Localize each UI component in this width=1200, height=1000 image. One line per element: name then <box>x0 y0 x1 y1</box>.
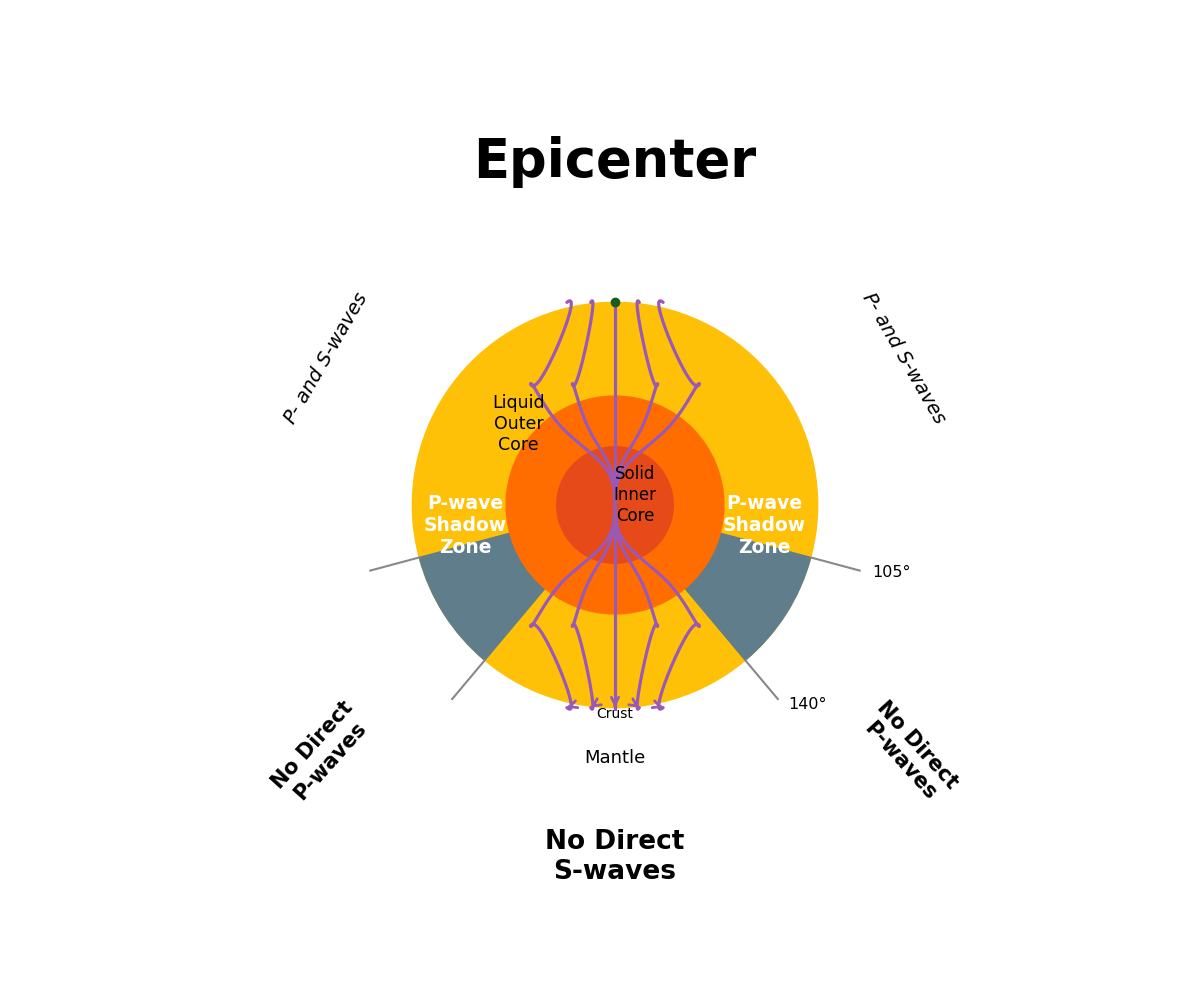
Text: Mantle: Mantle <box>584 749 646 767</box>
Wedge shape <box>616 505 811 660</box>
Text: P-wave
Shadow
Zone: P-wave Shadow Zone <box>424 494 508 557</box>
Text: P-wave
Shadow
Zone: P-wave Shadow Zone <box>722 494 806 557</box>
Text: 140°: 140° <box>787 697 827 712</box>
Circle shape <box>557 447 673 563</box>
Text: P- and S-waves: P- and S-waves <box>281 289 372 427</box>
Circle shape <box>506 396 724 614</box>
Text: No Direct
P-waves: No Direct P-waves <box>269 698 374 809</box>
Text: Liquid
Outer
Core: Liquid Outer Core <box>492 394 545 454</box>
Circle shape <box>413 302 817 708</box>
Text: P- and S-waves: P- and S-waves <box>858 289 949 427</box>
Text: No Direct
S-waves: No Direct S-waves <box>545 829 685 885</box>
Text: Crust: Crust <box>596 707 634 721</box>
Text: Epicenter: Epicenter <box>474 136 756 188</box>
Text: 105°: 105° <box>872 565 911 580</box>
Wedge shape <box>419 505 616 660</box>
Text: Solid
Inner
Core: Solid Inner Core <box>613 465 656 525</box>
Text: No Direct
P-waves: No Direct P-waves <box>856 698 961 809</box>
